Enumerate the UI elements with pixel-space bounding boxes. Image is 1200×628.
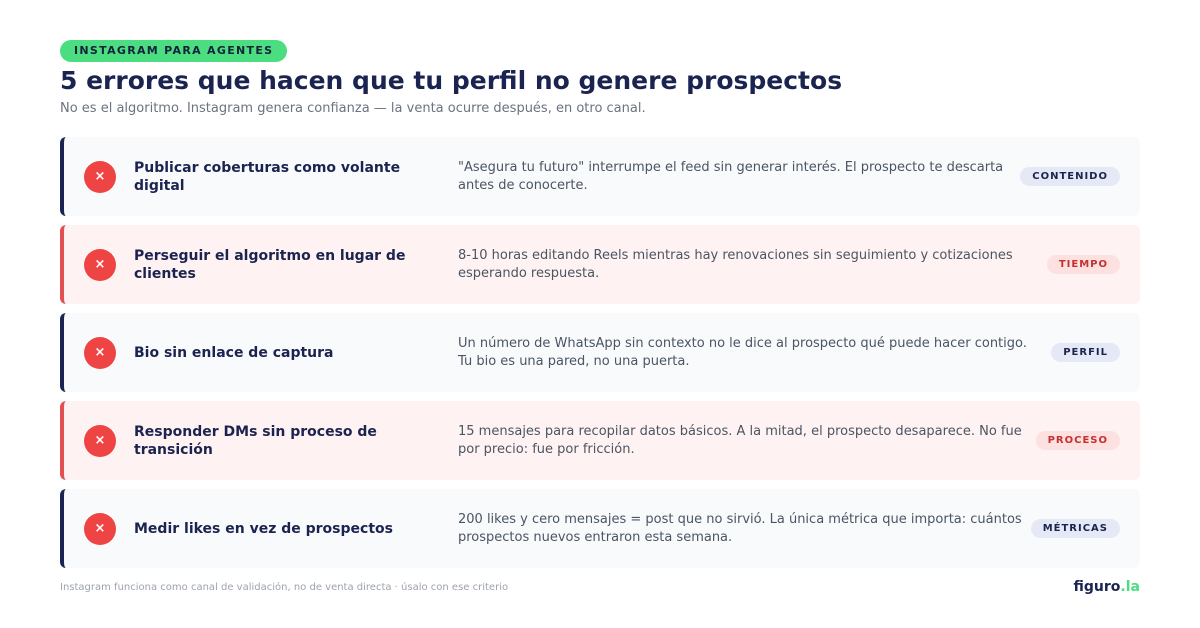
error-row-contenido: × Publicar coberturas como volante digit… [60,137,1140,216]
close-icon: × [84,425,116,457]
footer-note: Instagram funciona como canal de validac… [60,582,509,593]
category-tag: PROCESO [1035,431,1120,450]
error-row-metricas: × Medir likes en vez de prospectos 200 l… [60,489,1140,568]
close-icon: × [84,337,116,369]
page-title: 5 errores que hacen que tu perfil no gen… [60,66,843,95]
error-description: 15 mensajes para recopilar datos básicos… [458,423,1022,457]
close-icon: × [84,513,116,545]
brand-name: figuro [1073,579,1121,595]
category-badge: INSTAGRAM PARA AGENTES [60,40,288,62]
category-tag: TIEMPO [1046,255,1120,274]
error-description: 8-10 horas editando Reels mientras hay r… [458,247,1013,281]
close-icon: × [84,161,116,193]
error-title: Bio sin enlace de captura [134,344,334,361]
close-icon: × [84,249,116,281]
error-row-tiempo: × Perseguir el algoritmo en lugar de cli… [60,225,1140,304]
brand-logo: figuro.la [1074,579,1140,595]
error-description: 200 likes y cero mensajes = post que no … [458,511,1022,545]
error-list: × Publicar coberturas como volante digit… [60,137,1140,577]
error-description: "Asegura tu futuro" interrumpe el feed s… [458,159,1004,193]
error-row-proceso: × Responder DMs sin proceso de transició… [60,401,1140,480]
error-title: Publicar coberturas como volante digital [134,159,401,194]
category-tag: PERFIL [1051,343,1120,362]
error-description: Un número de WhatsApp sin contexto no le… [458,335,1027,369]
page-subtitle: No es el algoritmo. Instagram genera con… [60,101,646,116]
category-tag: MÉTRICAS [1030,519,1120,538]
brand-suffix: .la [1120,579,1140,595]
error-title: Responder DMs sin proceso de transición [134,423,377,458]
error-title: Medir likes en vez de prospectos [134,520,393,537]
error-title: Perseguir el algoritmo en lugar de clien… [134,247,406,282]
error-row-perfil: × Bio sin enlace de captura Un número de… [60,313,1140,392]
category-tag: CONTENIDO [1020,167,1120,186]
